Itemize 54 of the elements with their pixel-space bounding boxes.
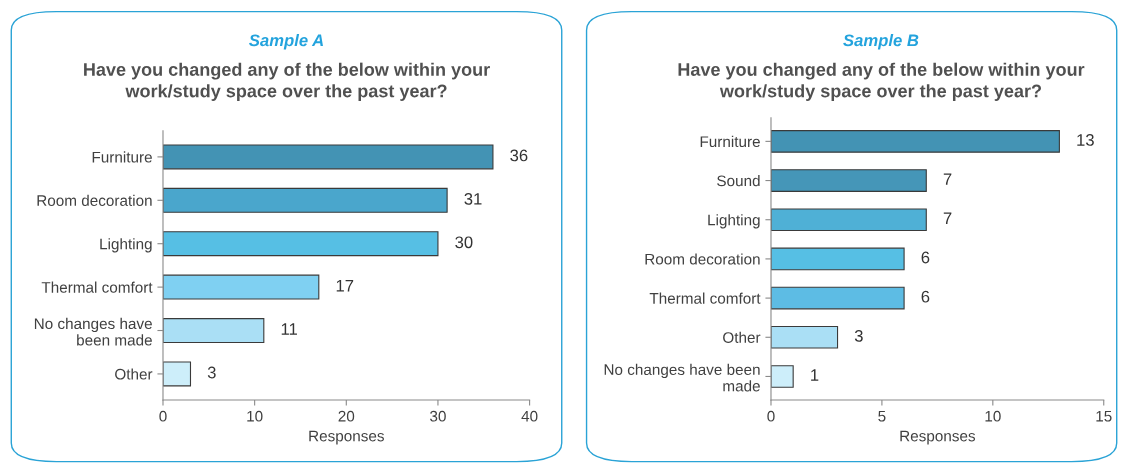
y-tick-label: Room decoration [645,253,760,265]
y-tick-label: Furniture [700,135,760,148]
bar [770,208,927,232]
bar [770,130,1060,153]
chart-subtitle: Have you changed any of the below within your work/study space over the past year? [678,62,1085,101]
bar [163,144,494,170]
chart-title: Sample B [843,33,919,50]
y-tick-label: Furniture [92,151,152,163]
x-tick-label: 15 [1096,410,1112,422]
y-tick-label: Lighting [100,238,152,253]
data-label: 3 [207,366,216,379]
x-axis-title: Responses [900,430,976,445]
chart-subtitle: Have you changed any of the below within your work/study space over the past year? [84,62,490,101]
x-tick-label: 10 [247,410,263,422]
data-label: 36 [510,149,528,162]
y-tick-label: Sound [717,175,760,187]
data-label: 30 [455,236,473,249]
y-tick-label: No changes have been made [604,363,760,392]
data-label: 11 [281,323,297,335]
x-axis-title: Responses [309,430,384,445]
bar [163,318,265,344]
x-tick-label: 0 [767,410,775,422]
data-label: 6 [921,251,930,264]
data-label: 3 [854,329,863,342]
data-label: 7 [943,173,952,185]
y-tick-label: Room decoration [37,194,152,206]
bar [163,274,320,300]
x-tick-label: 10 [985,410,1001,422]
y-tick-label: Thermal comfort [649,292,761,304]
data-label: 6 [921,290,930,303]
y-tick-label: Thermal comfort [41,281,153,293]
chart-title: Sample A [249,33,323,50]
bar [770,247,905,271]
bar [770,286,905,310]
y-tick-label: Other [115,368,153,380]
x-tick-label: 30 [430,410,446,422]
data-label: 7 [943,212,952,225]
bar [163,361,192,387]
x-tick-label: 40 [521,410,538,422]
bar [163,231,439,257]
bar [770,325,839,349]
bar [163,187,448,213]
y-tick-label: Other [723,331,761,343]
y-tick-label: Lighting [708,214,760,229]
data-label: 1 [811,369,819,381]
bar [770,365,794,388]
bar [770,169,927,192]
x-tick-label: 5 [878,410,886,422]
data-label: 31 [464,192,482,205]
x-tick-label: 20 [338,410,355,422]
x-tick-label: 0 [159,410,167,422]
y-tick-label: No changes have been made [34,317,152,346]
data-label: 17 [336,279,354,292]
data-label: 13 [1077,134,1094,146]
